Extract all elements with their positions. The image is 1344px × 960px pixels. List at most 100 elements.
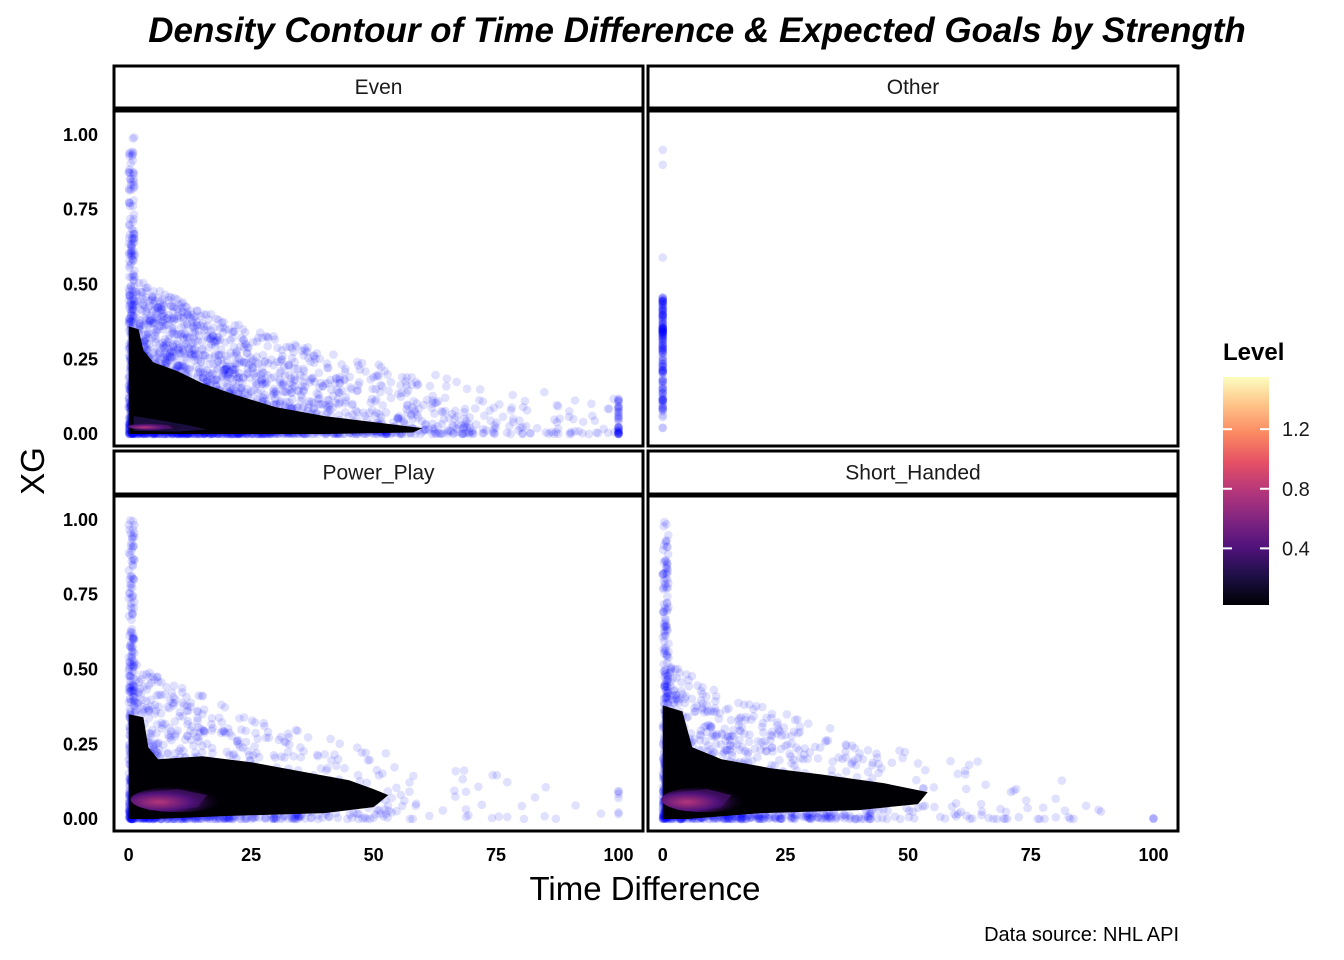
data-point — [153, 748, 163, 758]
data-point — [152, 747, 161, 756]
data-point — [132, 290, 142, 299]
data-point — [239, 357, 248, 367]
data-point — [156, 307, 166, 316]
data-point — [287, 388, 296, 398]
data-point — [408, 814, 418, 824]
data-point — [228, 365, 238, 374]
data-point — [171, 748, 180, 758]
data-point — [564, 412, 574, 422]
data-point — [198, 373, 208, 382]
data-point — [658, 358, 668, 368]
data-point — [193, 306, 202, 316]
data-point — [220, 814, 230, 824]
data-point — [162, 313, 172, 323]
data-point — [254, 752, 264, 762]
data-point — [413, 379, 423, 389]
data-point — [444, 426, 454, 436]
data-point — [456, 421, 466, 430]
data-point — [471, 420, 481, 429]
data-point — [141, 293, 151, 302]
data-point — [335, 739, 345, 748]
data-point — [129, 230, 139, 239]
data-point — [658, 332, 668, 342]
data-point — [671, 694, 681, 704]
data-point — [283, 729, 293, 738]
data-point — [432, 398, 441, 407]
data-point — [219, 366, 228, 376]
data-point — [219, 727, 229, 736]
data-point — [179, 341, 189, 351]
data-point — [225, 361, 235, 371]
data-point — [736, 726, 745, 736]
data-point — [149, 345, 159, 354]
data-point — [284, 360, 294, 369]
data-point — [152, 691, 162, 700]
data-point — [205, 334, 215, 344]
data-point — [129, 691, 138, 701]
data-point — [235, 742, 245, 752]
data-point — [126, 177, 136, 187]
data-point — [705, 744, 715, 754]
data-point — [211, 375, 221, 384]
data-point — [180, 735, 190, 744]
data-point — [125, 315, 134, 324]
data-point — [658, 323, 668, 332]
data-point — [658, 310, 668, 319]
data-point — [156, 305, 166, 314]
data-point — [201, 351, 210, 361]
data-point — [182, 333, 192, 343]
data-point — [127, 234, 137, 244]
data-point — [141, 334, 150, 343]
data-point — [144, 705, 153, 714]
data-point — [283, 747, 293, 757]
data-point — [296, 396, 306, 406]
data-point — [264, 358, 273, 368]
data-point — [345, 810, 355, 819]
data-point — [658, 362, 668, 372]
data-point — [950, 810, 959, 819]
data-point — [243, 746, 253, 756]
data-point — [153, 293, 163, 303]
data-point — [232, 346, 242, 356]
data-point — [614, 422, 623, 432]
data-point — [771, 812, 781, 822]
data-point — [125, 525, 134, 535]
data-point — [285, 385, 294, 395]
data-point — [202, 331, 211, 341]
data-point — [131, 706, 140, 716]
data-point — [211, 814, 221, 824]
data-point — [167, 353, 176, 362]
data-point — [294, 814, 303, 823]
data-point — [239, 358, 249, 367]
data-point — [159, 341, 168, 351]
data-point — [316, 378, 325, 388]
data-point — [658, 395, 668, 404]
data-point — [128, 134, 138, 143]
data-point — [151, 739, 161, 748]
data-point — [173, 336, 182, 346]
data-point — [658, 323, 668, 333]
data-point — [260, 390, 269, 400]
data-point — [821, 736, 831, 745]
data-point — [128, 687, 138, 696]
data-point — [128, 608, 137, 618]
data-point — [509, 417, 518, 427]
data-point — [235, 814, 245, 823]
data-point — [552, 417, 562, 427]
data-point — [128, 311, 138, 321]
data-point — [257, 375, 266, 385]
data-point — [452, 412, 462, 421]
data-point — [547, 427, 556, 437]
data-point — [294, 386, 303, 395]
data-point — [658, 299, 668, 309]
data-point — [402, 373, 412, 382]
data-point — [213, 335, 222, 345]
data-point — [126, 694, 135, 704]
data-point — [312, 389, 321, 398]
data-point — [403, 408, 412, 418]
data-point — [205, 353, 214, 363]
data-point — [421, 419, 431, 429]
data-point — [214, 350, 224, 359]
data-point — [248, 813, 258, 823]
data-point — [234, 320, 243, 330]
